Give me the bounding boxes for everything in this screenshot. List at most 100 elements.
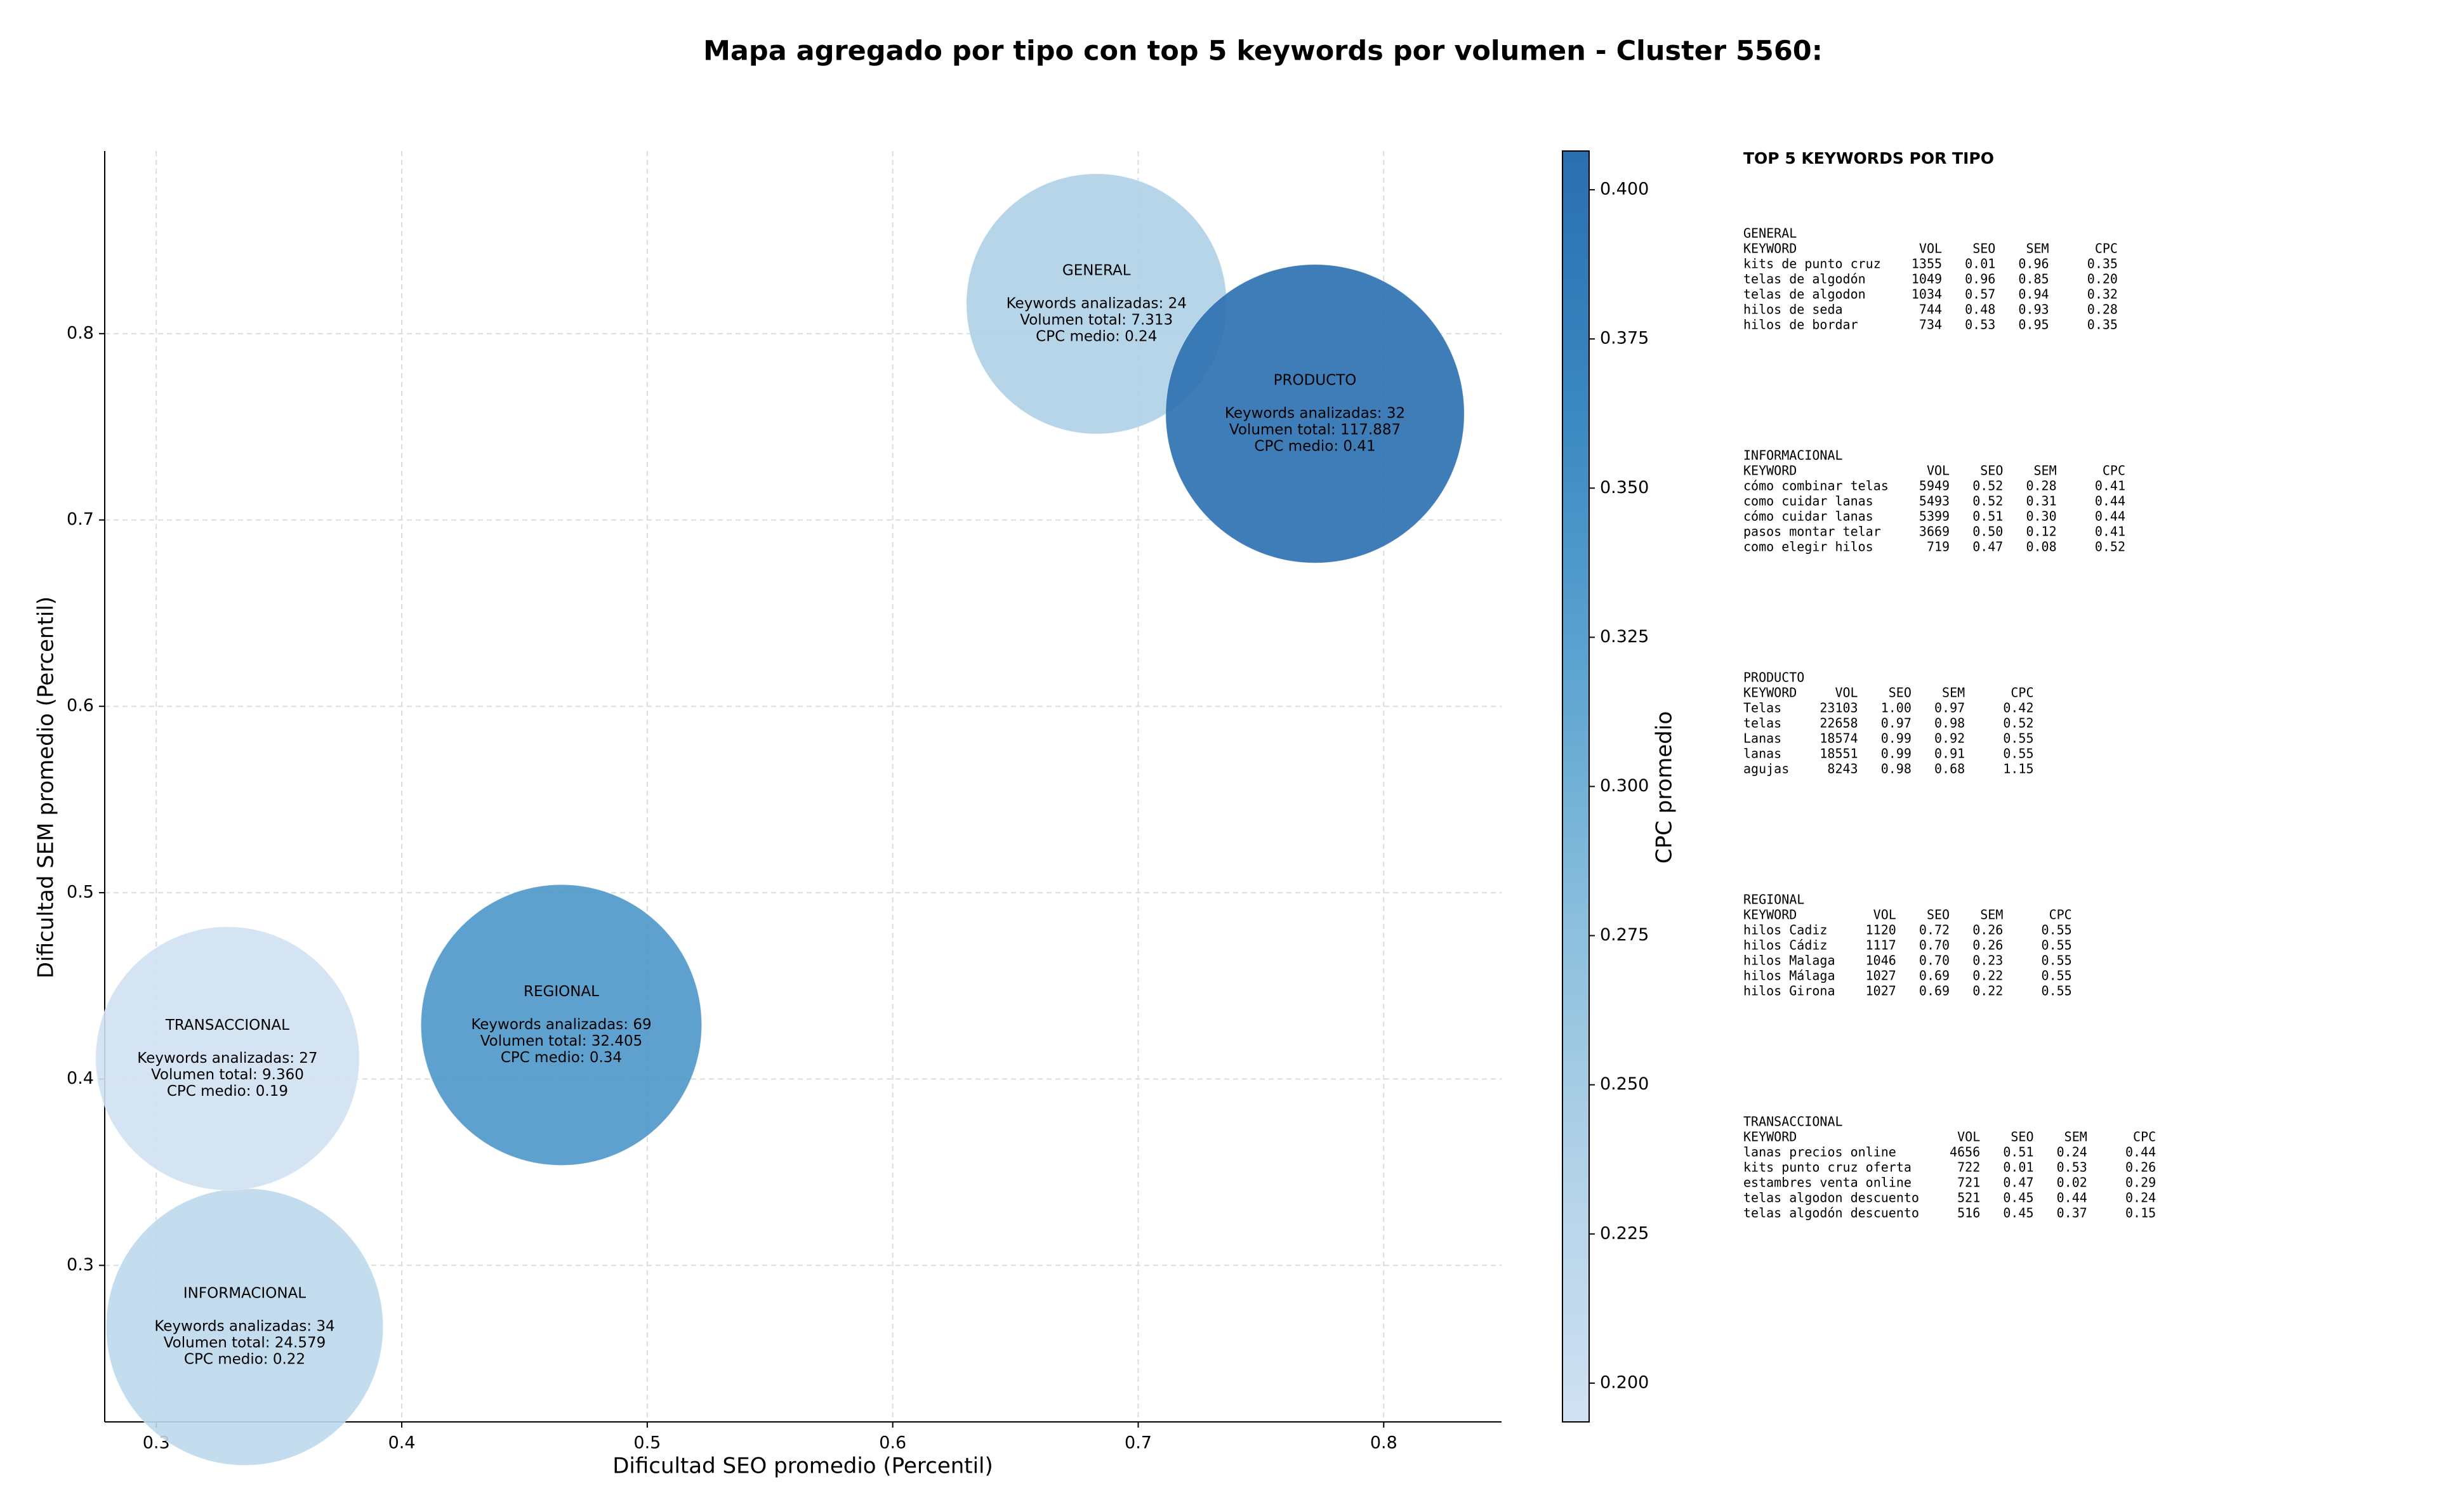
table-cell: 0.26 — [1972, 938, 2003, 953]
bubble-annotation: Keywords analizadas: 24 — [1007, 295, 1187, 312]
table-cell: 721 — [1957, 1175, 1980, 1190]
table-cell: hilos Cádiz — [1743, 938, 1827, 953]
table-cell: 0.24 — [2125, 1190, 2156, 1206]
table-cell: agujas — [1743, 761, 1789, 777]
bubble-annotation: CPC medio: 0.22 — [184, 1351, 305, 1368]
table-cell: 3669 — [1919, 524, 1950, 539]
table-cell: 0.26 — [1972, 923, 2003, 938]
table-cell: VOL — [1927, 463, 1950, 478]
block-name: INFORMACIONAL — [1743, 448, 1843, 463]
table-cell: 1120 — [1866, 923, 1896, 938]
table-cell: KEYWORD — [1743, 241, 1797, 256]
table-cell: 0.28 — [2087, 302, 2118, 317]
bubble-annotation: Volumen total: 24.579 — [164, 1335, 326, 1351]
table-cell: 0.44 — [2095, 509, 2125, 524]
table-cell: 0.55 — [2003, 731, 2033, 746]
table-cell: hilos de seda — [1743, 302, 1843, 317]
table-cell: CPC — [2133, 1129, 2156, 1145]
table-cell: como elegir hilos — [1743, 539, 1873, 555]
table-cell: VOL — [1835, 685, 1858, 700]
table-cell: como cuidar lanas — [1743, 494, 1873, 509]
table-cell: 1034 — [1912, 287, 1942, 302]
table-cell: 0.97 — [1881, 716, 1912, 731]
bubble-annotation: CPC medio: 0.19 — [167, 1083, 288, 1100]
table-cell: 0.51 — [2003, 1145, 2033, 1160]
table-cell: telas de algodón — [1743, 272, 1866, 287]
bubble-annotation: Keywords analizadas: 32 — [1225, 405, 1405, 422]
table-cell: 0.99 — [1881, 731, 1912, 746]
table-cell: hilos Cadiz — [1743, 923, 1827, 938]
table-cell: 0.44 — [2125, 1145, 2156, 1160]
table-cell: telas de algodon — [1743, 287, 1866, 302]
table-cell: 0.52 — [2003, 716, 2033, 731]
bubble-name: INFORMACIONAL — [183, 1285, 306, 1302]
colorbar-label: CPC promedio — [1652, 711, 1677, 864]
colorbar-tick-label: 0.250 — [1600, 1074, 1649, 1094]
table-cell: telas algodón descuento — [1743, 1206, 1919, 1221]
bubble-annotation: CPC medio: 0.24 — [1036, 328, 1157, 345]
table-cell: 0.69 — [1919, 968, 1950, 983]
table-cell: 1049 — [1912, 272, 1942, 287]
table-cell: 1.00 — [1881, 700, 1912, 716]
panel-title: TOP 5 KEYWORDS POR TIPO — [1743, 149, 1994, 168]
table-cell: 1027 — [1866, 968, 1896, 983]
table-cell: 521 — [1957, 1190, 1980, 1206]
y-tick-label: 0.3 — [67, 1255, 94, 1275]
table-cell: 0.55 — [2042, 953, 2072, 968]
table-cell: 0.97 — [1934, 700, 1965, 716]
table-cell: 0.42 — [2003, 700, 2033, 716]
table-cell: 18551 — [1819, 746, 1858, 761]
table-cell: 0.55 — [2042, 923, 2072, 938]
table-cell: 1027 — [1866, 983, 1896, 999]
table-cell: 719 — [1927, 539, 1950, 555]
x-axis-label: Dificultad SEO promedio (Percentil) — [612, 1454, 993, 1479]
table-cell: 0.23 — [1972, 953, 2003, 968]
table-cell: 0.35 — [2087, 317, 2118, 332]
table-cell: 0.92 — [1934, 731, 1965, 746]
table-cell: VOL — [1873, 907, 1896, 923]
bubble-annotation: Volumen total: 7.313 — [1020, 312, 1173, 328]
table-cell: 0.95 — [2018, 317, 2049, 332]
table-cell: 0.69 — [1919, 983, 1950, 999]
bubble-annotation: CPC medio: 0.34 — [501, 1049, 622, 1066]
table-cell: SEO — [1889, 685, 1912, 700]
table-cell: 0.44 — [2095, 494, 2125, 509]
bubble-annotation: Keywords analizadas: 34 — [154, 1318, 334, 1335]
colorbar-tick-label: 0.300 — [1600, 776, 1649, 796]
block-name: TRANSACCIONAL — [1743, 1114, 1843, 1129]
table-cell: 0.98 — [1934, 716, 1965, 731]
block-name: GENERAL — [1743, 226, 1797, 241]
colorbar — [1562, 150, 1590, 1423]
table-cell: 0.85 — [2018, 272, 2049, 287]
table-cell: 0.53 — [1965, 317, 1995, 332]
x-tick-label: 0.4 — [388, 1433, 416, 1453]
bubble-annotation: Volumen total: 117.887 — [1229, 422, 1401, 438]
table-cell: Telas — [1743, 700, 1781, 716]
bubble-annotation: Volumen total: 32.405 — [480, 1033, 643, 1049]
colorbar-tick-label: 0.200 — [1600, 1372, 1649, 1392]
table-cell: SEM — [1942, 685, 1965, 700]
table-cell: 0.50 — [1972, 524, 2003, 539]
table-cell: 0.93 — [2018, 302, 2049, 317]
table-cell: 0.57 — [1965, 287, 1995, 302]
x-tick-label: 0.7 — [1125, 1433, 1152, 1453]
table-cell: 0.29 — [2125, 1175, 2156, 1190]
table-cell: 0.52 — [1972, 478, 2003, 494]
table-cell: 4656 — [1950, 1145, 1980, 1160]
colorbar-tick-label: 0.400 — [1600, 180, 1649, 199]
table-cell: lanas — [1743, 746, 1781, 761]
table-cell: 0.32 — [2087, 287, 2118, 302]
table-cell: KEYWORD — [1743, 1129, 1797, 1145]
table-cell: kits de punto cruz — [1743, 256, 1881, 272]
table-cell: hilos Girona — [1743, 983, 1835, 999]
table-cell: 0.55 — [2042, 983, 2072, 999]
table-cell: 0.01 — [2003, 1160, 2033, 1175]
table-cell: 0.08 — [2026, 539, 2056, 555]
colorbar-tick-label: 0.225 — [1600, 1223, 1649, 1243]
y-axis-label: Dificultad SEM promedio (Percentil) — [34, 596, 59, 978]
bubble-annotation: CPC medio: 0.41 — [1254, 438, 1375, 455]
table-cell: 0.02 — [2057, 1175, 2087, 1190]
table-cell: 0.96 — [2018, 256, 2049, 272]
